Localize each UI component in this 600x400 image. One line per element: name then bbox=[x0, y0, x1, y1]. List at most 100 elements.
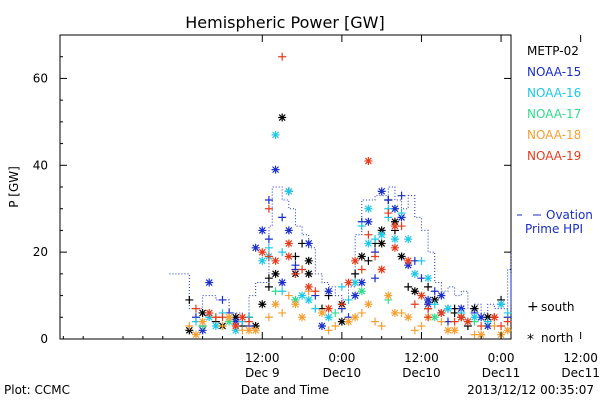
data-point bbox=[198, 326, 207, 335]
data-point bbox=[463, 317, 472, 326]
data-point bbox=[191, 330, 200, 339]
data-point bbox=[211, 321, 220, 330]
data-point bbox=[390, 235, 399, 244]
data-point bbox=[404, 235, 413, 244]
data-point bbox=[404, 256, 413, 265]
data-point bbox=[324, 304, 333, 313]
data-point bbox=[298, 291, 307, 300]
legend-item-noaa-15: NOAA-15 bbox=[527, 65, 581, 79]
data-point bbox=[497, 300, 506, 309]
x-tick-label-time: 0:00 bbox=[488, 351, 515, 365]
data-point bbox=[384, 209, 393, 218]
south-marker-label: south bbox=[541, 300, 575, 314]
data-point bbox=[364, 239, 373, 248]
data-point bbox=[437, 291, 446, 300]
data-point bbox=[185, 295, 194, 304]
data-point bbox=[503, 317, 512, 326]
data-point bbox=[390, 204, 399, 213]
data-point bbox=[371, 252, 380, 261]
data-point bbox=[311, 287, 320, 296]
data-point bbox=[284, 239, 293, 248]
data-point bbox=[271, 300, 280, 309]
data-point bbox=[371, 274, 380, 283]
legend-item-noaa-19: NOAA-19 bbox=[527, 149, 581, 163]
data-point bbox=[298, 265, 307, 274]
data-point bbox=[503, 326, 512, 335]
data-point bbox=[351, 313, 360, 322]
plot-timestamp: 2013/12/12 00:35:07 bbox=[467, 383, 594, 397]
legend-item-noaa-17: NOAA-17 bbox=[527, 107, 581, 121]
data-point bbox=[390, 308, 399, 317]
data-point bbox=[324, 313, 333, 322]
data-point bbox=[457, 304, 466, 313]
data-point bbox=[437, 308, 446, 317]
data-point bbox=[430, 300, 439, 309]
data-point bbox=[311, 304, 320, 313]
data-point bbox=[364, 300, 373, 309]
data-point bbox=[371, 235, 380, 244]
x-tick-label-date: Dec 9 bbox=[245, 366, 280, 380]
data-point bbox=[291, 295, 300, 304]
data-point bbox=[430, 313, 439, 322]
data-point bbox=[357, 265, 366, 274]
data-point bbox=[424, 300, 433, 309]
data-point bbox=[384, 196, 393, 205]
data-point bbox=[264, 252, 273, 261]
data-point bbox=[278, 308, 287, 317]
data-point bbox=[477, 330, 486, 339]
data-point bbox=[205, 313, 214, 322]
north-marker-symbol: * bbox=[527, 332, 534, 348]
legend-item-noaa-18: NOAA-18 bbox=[527, 128, 581, 142]
y-axis-label: P [GW] bbox=[7, 166, 21, 208]
data-point bbox=[264, 274, 273, 283]
data-point bbox=[477, 321, 486, 330]
x-tick-label-time: 12:00 bbox=[404, 351, 439, 365]
data-point bbox=[490, 313, 499, 322]
data-point bbox=[284, 226, 293, 235]
data-point bbox=[430, 287, 439, 296]
data-point bbox=[390, 222, 399, 231]
data-point bbox=[470, 313, 479, 322]
chart-title: Hemispheric Power [GW] bbox=[185, 13, 384, 32]
data-point bbox=[264, 243, 273, 252]
data-point bbox=[304, 256, 313, 265]
data-point bbox=[317, 321, 326, 330]
x-tick-label-date: Dec10 bbox=[402, 366, 441, 380]
data-point bbox=[377, 230, 386, 239]
data-point bbox=[337, 282, 346, 291]
data-point bbox=[278, 248, 287, 257]
data-point bbox=[324, 287, 333, 296]
data-point bbox=[417, 256, 426, 265]
data-point bbox=[344, 278, 353, 287]
data-point bbox=[331, 308, 340, 317]
data-point bbox=[231, 317, 240, 326]
data-point bbox=[424, 313, 433, 322]
data-point bbox=[450, 317, 459, 326]
data-point bbox=[258, 300, 267, 309]
data-point bbox=[231, 313, 240, 322]
x-tick-label-date: Dec11 bbox=[482, 366, 521, 380]
data-point bbox=[397, 209, 406, 218]
data-point bbox=[364, 156, 373, 165]
data-point bbox=[284, 291, 293, 300]
ovation-prime-series bbox=[169, 186, 512, 318]
data-point bbox=[351, 269, 360, 278]
data-point bbox=[344, 317, 353, 326]
x-tick-label-time: 12:00 bbox=[245, 351, 280, 365]
data-point bbox=[424, 282, 433, 291]
data-point bbox=[351, 291, 360, 300]
data-point bbox=[238, 313, 247, 322]
data-point bbox=[483, 313, 492, 322]
data-point bbox=[264, 204, 273, 213]
data-point bbox=[344, 295, 353, 304]
data-point bbox=[483, 317, 492, 326]
data-point bbox=[337, 317, 346, 326]
data-point bbox=[278, 113, 287, 122]
data-point bbox=[198, 308, 207, 317]
data-point bbox=[245, 317, 254, 326]
y-tick-label: 40 bbox=[33, 158, 48, 172]
data-point bbox=[477, 313, 486, 322]
data-point bbox=[377, 226, 386, 235]
